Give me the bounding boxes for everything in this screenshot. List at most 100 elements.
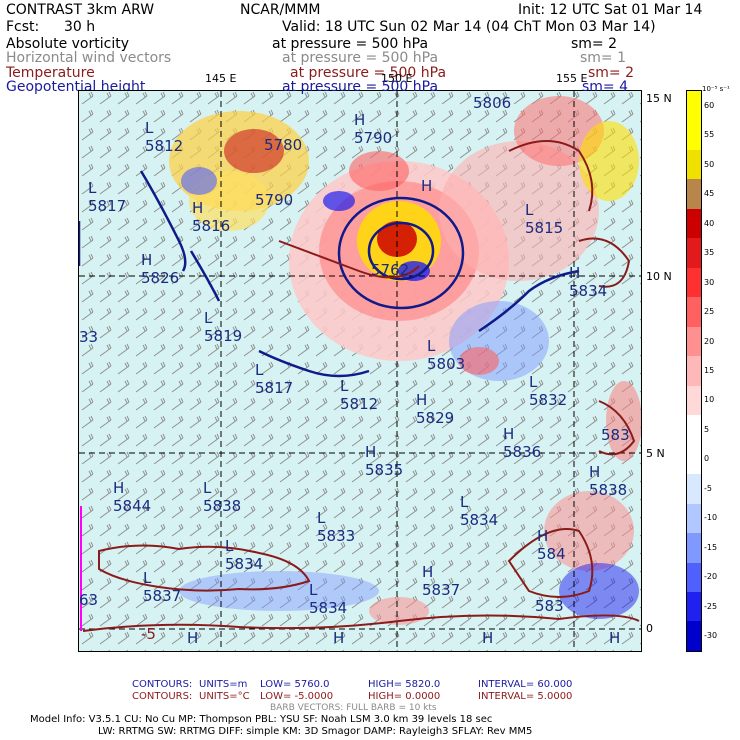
height-label: 5780: [264, 136, 303, 154]
colorbar-segment: [687, 356, 701, 386]
field-name-vorticity: Absolute vorticity: [6, 36, 129, 52]
map-graphics: [79, 91, 641, 651]
height-label: H: [609, 629, 621, 647]
height-label: H 5836: [503, 425, 542, 461]
field-pressure-temperature: at pressure = 500 hPa: [290, 65, 447, 81]
colorbar-segment: [687, 385, 701, 416]
colorbar-tick: 45: [704, 189, 715, 199]
colorbar-tick: -25: [704, 601, 718, 611]
height-label: H 5816: [192, 199, 231, 235]
colorbar-segment: [687, 179, 701, 209]
height-label: L 5817: [255, 361, 294, 397]
colorbar-tick: 30: [704, 277, 715, 287]
height-label: 5762: [371, 261, 410, 279]
lon-label: 155 E: [556, 72, 588, 85]
colorbar-tick: 15: [704, 366, 715, 375]
height-label: L 5837: [143, 569, 182, 605]
colorbar-tick: 25: [704, 307, 715, 317]
model-info-2: LW: RRTMG SW: RRTMG DIFF: simple KM: 3D …: [98, 726, 533, 737]
height-label: H 5835: [365, 443, 404, 479]
height-label: L 5819: [204, 309, 243, 345]
height-label: 5806: [473, 94, 512, 112]
contours-height-label: CONTOURS:: [132, 679, 193, 690]
colorbar-tick: -30: [704, 631, 718, 641]
height-label: 5790: [255, 191, 294, 209]
colorbar-tick: 40: [704, 218, 715, 228]
colorbar-unit: 10⁻⁵ s⁻¹: [702, 85, 730, 93]
height-label: L 5832: [529, 373, 568, 409]
height-label: 583: [601, 426, 630, 444]
colorbar-segment: [687, 562, 701, 592]
height-label: 583: [535, 597, 564, 615]
field-name-temperature: Temperature: [6, 65, 95, 81]
contours-height-low: LOW= 5760.0: [260, 679, 330, 690]
colorbar: [686, 90, 702, 652]
height-label: L 5812: [340, 377, 379, 413]
height-label: L 5838: [203, 479, 242, 515]
vorticity-shading: [169, 96, 641, 625]
colorbar-tick: 20: [704, 336, 715, 346]
lat-label: 15 N: [646, 92, 672, 105]
field-name-wind: Horizontal wind vectors: [6, 50, 172, 66]
lon-label: 150 E: [381, 72, 413, 85]
colorbar-tick: -10: [704, 513, 718, 523]
height-label: H 5838: [589, 463, 628, 499]
barb-vectors-info: BARB VECTORS: FULL BARB = 10 kts: [270, 703, 437, 713]
colorbar-tick: -20: [704, 572, 718, 582]
height-label: L 5817: [88, 179, 127, 215]
contours-temp-label: CONTOURS:: [132, 691, 193, 702]
height-label: H 5826: [141, 251, 180, 287]
field-smooth-vorticity: sm= 2: [571, 36, 618, 52]
model-info: Model Info: V3.5.1 CU: No Cu MP: Thompso…: [30, 714, 493, 725]
colorbar-tick: 35: [704, 248, 715, 258]
colorbar-segment: [687, 208, 701, 239]
height-label: 63: [79, 591, 99, 609]
colorbar-segment: [687, 474, 701, 504]
height-label: H 584: [537, 527, 566, 563]
colorbar-segment: [687, 297, 701, 327]
colorbar-tick: 5: [704, 424, 710, 434]
init-time: Init: 12 UTC Sat 01 Mar 14: [518, 2, 703, 18]
height-label: H: [482, 629, 494, 647]
contours-height-high: HIGH= 5820.0: [368, 679, 441, 690]
contours-height-units: UNITS=m: [199, 679, 248, 690]
colorbar-segment: [687, 120, 701, 150]
colorbar-segment: [687, 326, 701, 357]
contours-temp-units: UNITS=°C: [199, 691, 250, 702]
field-pressure-height: at pressure = 500 hPa: [282, 79, 439, 95]
height-label: H 5837: [422, 563, 461, 599]
valid-time: Valid: 18 UTC Sun 02 Mar 14 (04 ChT Mon …: [282, 19, 656, 35]
height-label: L 5834: [460, 493, 499, 529]
model-name: CONTRAST 3km ARW: [6, 2, 155, 18]
colorbar-segment: [687, 91, 701, 121]
height-label: L 5834: [309, 581, 348, 617]
height-label: L 5833: [317, 509, 356, 545]
colorbar-segment: [687, 591, 701, 622]
temperature-label: -5: [141, 625, 156, 643]
colorbar-tick: 10: [704, 395, 715, 405]
height-label: H 5844: [113, 479, 152, 515]
lat-label: 0: [646, 622, 653, 635]
colorbar-tick: 50: [704, 159, 715, 169]
colorbar-segment: [687, 415, 701, 445]
colorbar-tick: 0: [704, 454, 710, 464]
contours-temp-high: HIGH= 0.0000: [368, 691, 441, 702]
height-label: H 5834: [569, 264, 608, 300]
colorbar-tick: -5: [704, 483, 712, 493]
forecast-hour: 30 h: [64, 19, 96, 35]
colorbar-tick: 60: [704, 100, 715, 110]
colorbar-segment: [687, 444, 701, 475]
field-pressure-wind: at pressure = 500 hPa: [282, 50, 439, 66]
height-label: H 5829: [416, 391, 455, 427]
height-label: 33: [79, 328, 99, 346]
forecast-label: Fcst:: [6, 19, 40, 35]
colorbar-segment: [687, 533, 701, 563]
field-pressure-vorticity: at pressure = 500 hPa: [272, 36, 429, 52]
field-smooth-wind: sm= 1: [580, 50, 627, 66]
height-label: L 5834: [225, 537, 264, 573]
lon-label: 145 E: [205, 72, 237, 85]
height-label: H: [421, 177, 433, 195]
temperature-contours: [82, 140, 640, 632]
center-name: NCAR/MMM: [240, 2, 321, 18]
colorbar-segment: [687, 238, 701, 268]
